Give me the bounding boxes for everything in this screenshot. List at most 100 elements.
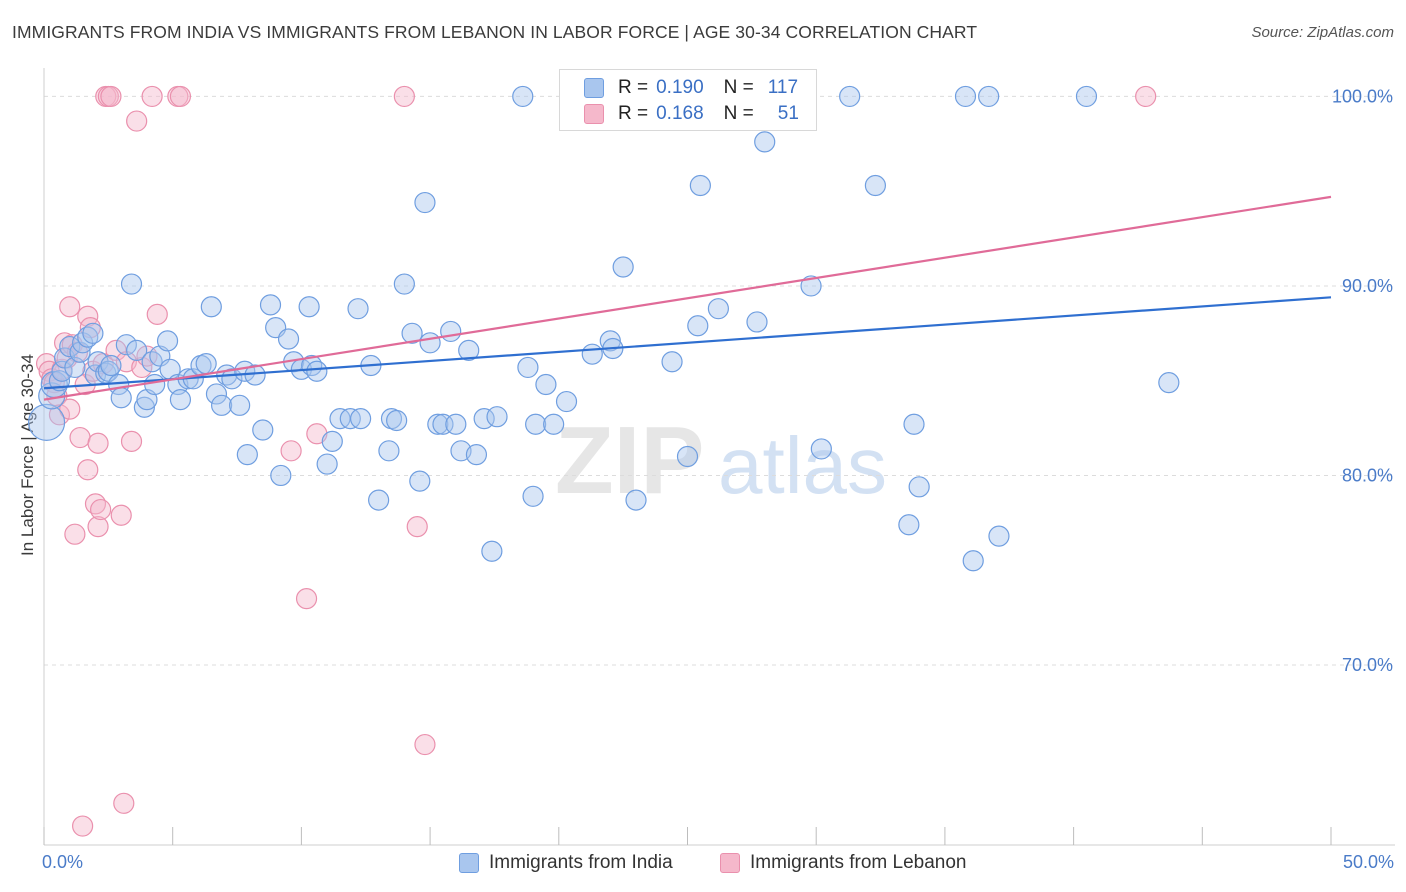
india-point (200, 296, 222, 318)
india-point (676, 445, 699, 468)
lebanon-point (126, 110, 148, 132)
india-point (432, 413, 454, 435)
legend-label-india: Immigrants from India (489, 852, 673, 873)
legend-label-lebanon: Immigrants from Lebanon (750, 852, 967, 873)
india-point (195, 353, 217, 375)
india-point (419, 332, 441, 354)
india-point (525, 413, 547, 435)
india-point (661, 351, 683, 373)
lebanon-r-value: 0.168 (656, 103, 704, 124)
india-point (612, 256, 634, 278)
y-tick-label: 100.0% (1332, 86, 1393, 106)
india-point (954, 85, 977, 108)
india-r-label: R = (618, 77, 649, 98)
india-point (458, 339, 480, 361)
india-point (59, 335, 81, 358)
india-point (599, 330, 621, 352)
series-legend: Immigrants from India Immigrants from Le… (0, 852, 1406, 878)
india-point (427, 413, 449, 435)
india-point (298, 296, 320, 318)
india-point (82, 322, 104, 344)
legend-item-lebanon[interactable]: Immigrants from Lebanon (720, 852, 967, 874)
india-point (810, 438, 832, 460)
y-tick-label: 90.0% (1342, 276, 1393, 296)
india-point (252, 419, 274, 441)
india-point (156, 330, 179, 352)
lebanon-point (72, 815, 94, 837)
lebanon-point (141, 85, 163, 108)
india-point (144, 373, 166, 396)
india-point (517, 356, 539, 379)
india-point (347, 298, 369, 320)
india-point (800, 275, 822, 297)
lebanon-point (59, 398, 81, 420)
lebanon-point (59, 296, 81, 318)
india-point (978, 85, 1000, 108)
india-swatch (584, 78, 604, 98)
india-point (350, 407, 372, 430)
india-point (115, 334, 137, 356)
india-legend-swatch (459, 853, 479, 873)
stats-legend: R = 0.190 N = 117 R = 0.168 N = 51 (559, 69, 817, 131)
india-point (486, 406, 508, 428)
lebanon-point (393, 85, 415, 108)
y-tick-label: 80.0% (1342, 465, 1393, 485)
india-point (754, 131, 776, 153)
lebanon-n-value: 51 (777, 103, 799, 124)
lebanon-point (414, 733, 436, 756)
india-r-value: 0.190 (656, 77, 704, 98)
lebanon-trend-line (43, 195, 1332, 401)
x-tick-min: 0.0% (42, 852, 84, 872)
india-point (401, 322, 423, 344)
india-point (414, 191, 436, 214)
india-point (535, 373, 557, 396)
india-point (205, 383, 228, 405)
india-point (27, 403, 66, 441)
india-point (481, 540, 503, 562)
lebanon-point (295, 588, 318, 610)
india-point (522, 485, 544, 507)
india-point (51, 360, 73, 382)
india-point (465, 444, 488, 466)
india-point (988, 525, 1010, 547)
lebanon-point (306, 423, 328, 445)
india-point (409, 470, 431, 492)
india-point (445, 413, 467, 435)
india-point (962, 550, 984, 572)
lebanon-point (64, 523, 86, 545)
india-point (1158, 371, 1180, 394)
india-point (512, 85, 534, 108)
india-point (211, 394, 233, 416)
india-point (707, 298, 729, 320)
lebanon-point (280, 440, 302, 462)
y-tick-label: 70.0% (1342, 655, 1393, 675)
watermark-atlas: atlas (718, 421, 887, 510)
chart-title: IMMIGRANTS FROM INDIA VS IMMIGRANTS FROM… (12, 22, 978, 42)
india-point (908, 476, 930, 498)
india-point (839, 85, 861, 108)
india-point (126, 339, 148, 361)
lebanon-r-label: R = (618, 103, 649, 124)
india-point (689, 174, 711, 197)
india-point (581, 343, 603, 365)
india-n-value: 117 (767, 77, 799, 98)
india-point (110, 387, 132, 409)
lebanon-point (169, 85, 192, 108)
india-point (864, 174, 887, 197)
lebanon-point (406, 516, 428, 538)
india-point (316, 453, 338, 475)
lebanon-point (146, 303, 168, 325)
india-point (306, 360, 328, 382)
legend-item-india[interactable]: Immigrants from India (459, 852, 673, 874)
india-point (368, 489, 390, 511)
india-point (270, 464, 292, 487)
india-point (378, 440, 400, 462)
lebanon-point (87, 516, 109, 538)
lebanon-point (69, 426, 91, 449)
india-point (321, 430, 343, 452)
lebanon-point (110, 504, 132, 526)
india-n-label: N = (723, 77, 754, 98)
india-point (386, 409, 408, 432)
lebanon-legend-swatch (720, 853, 740, 873)
